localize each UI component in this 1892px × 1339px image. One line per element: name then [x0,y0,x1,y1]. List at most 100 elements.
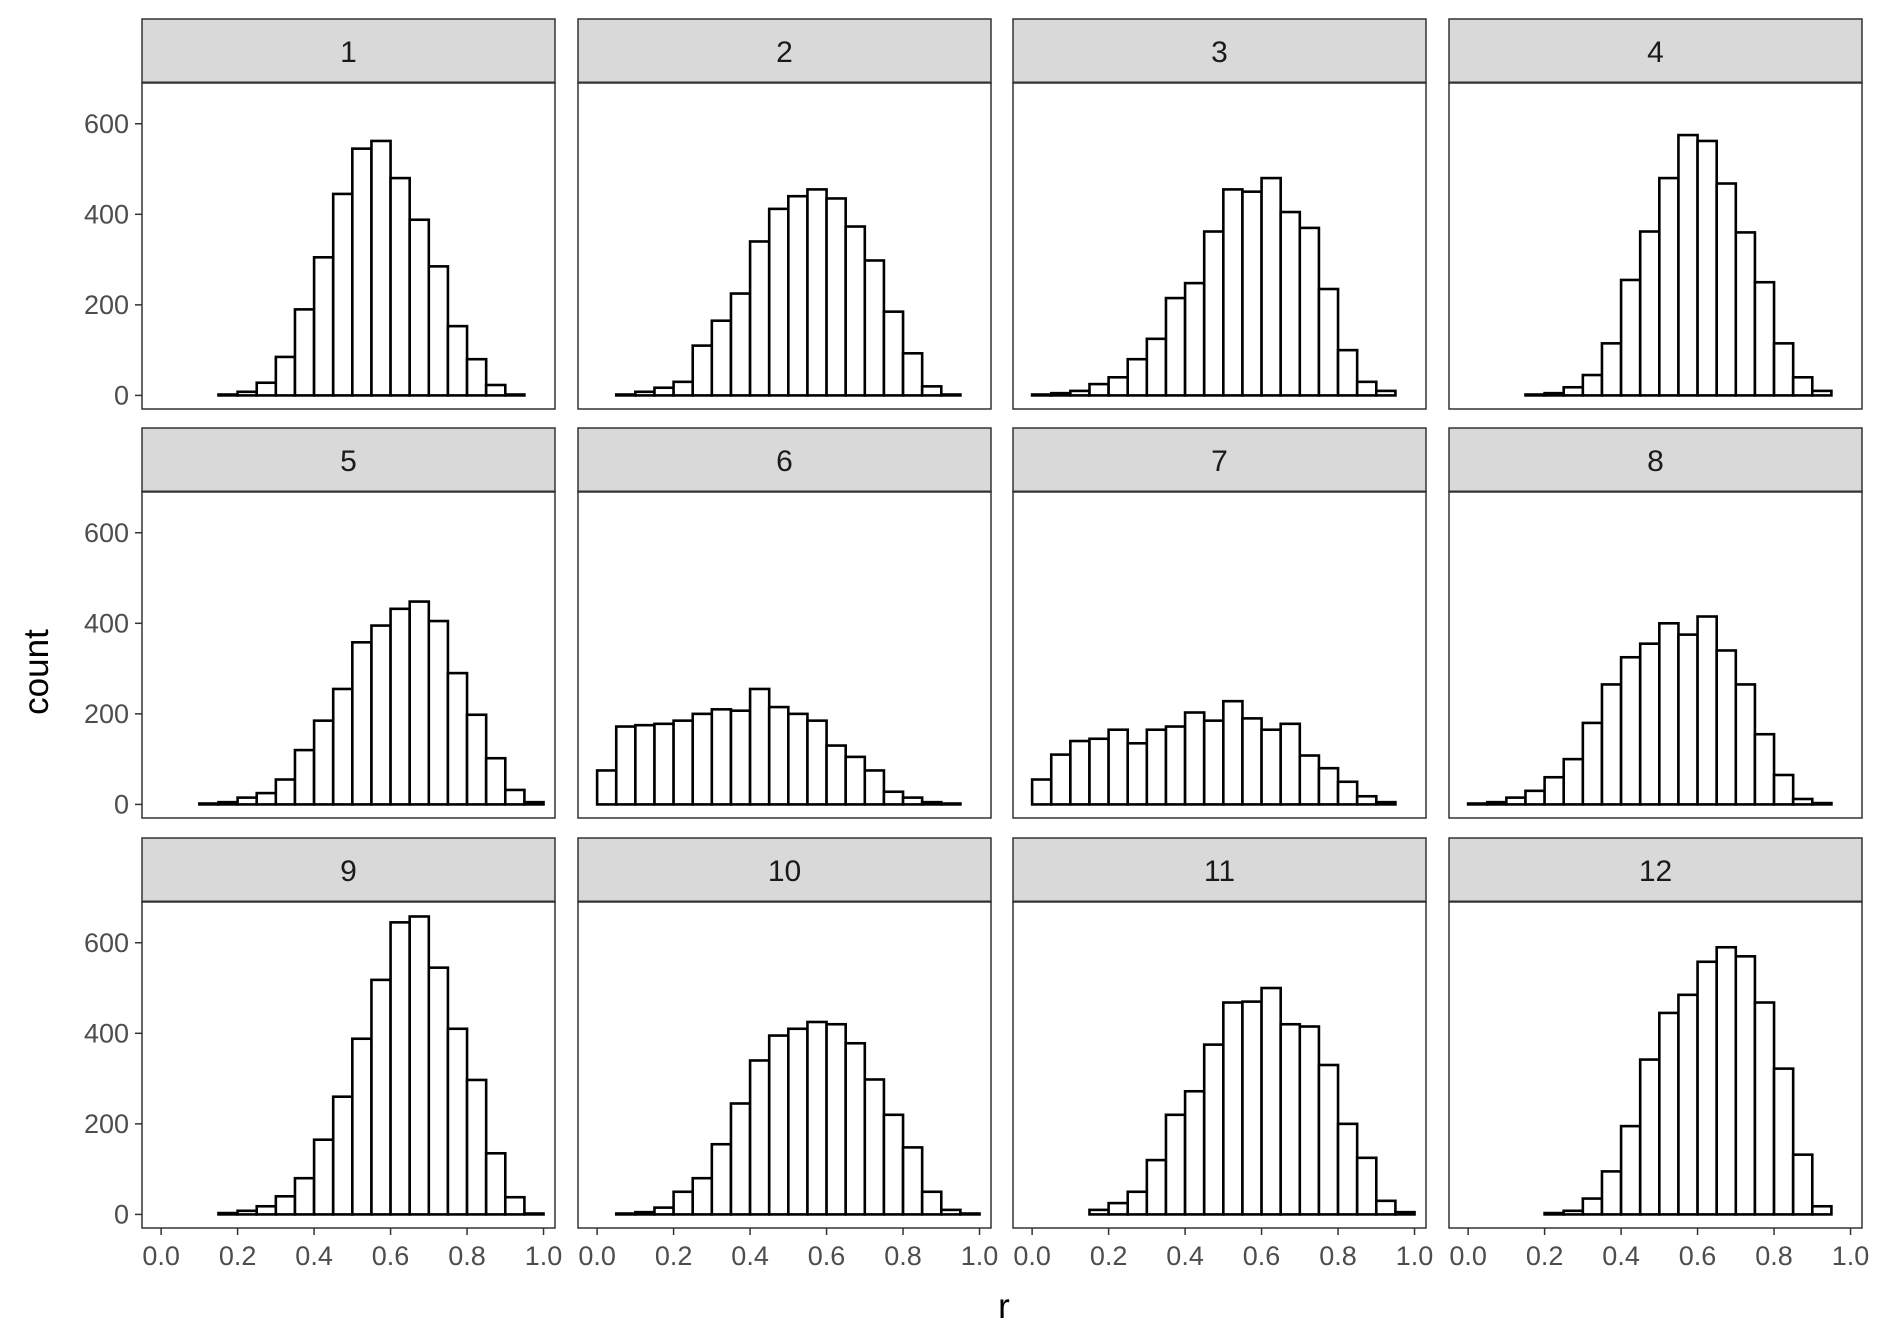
histogram-bar [1734,683,1757,806]
x-tick-label: 0.4 [295,1241,333,1271]
histogram-bar [863,259,886,397]
histogram-bar [427,619,450,806]
y-tick-label: 400 [84,199,129,229]
histogram-bar [1317,1063,1340,1216]
histogram-bar [1543,775,1566,806]
histogram-bar [1145,337,1168,397]
histogram-bar [1772,342,1795,397]
histogram-bar [1658,622,1680,806]
histogram-bar [446,671,469,806]
histogram-bar [1202,1043,1225,1216]
histogram-bar [1753,280,1776,397]
x-tick-label: 0.8 [448,1241,486,1271]
facet-panel-5: 5 0 200 400 600 [84,427,556,819]
histogram-bar [1317,287,1340,397]
facet-strip-1 [141,18,556,84]
histogram-bar [1505,796,1527,806]
histogram-bar [1069,739,1091,806]
histogram-bar [1772,1067,1795,1216]
histogram-bar [1394,1210,1416,1216]
histogram-bar [939,393,962,397]
histogram-bar [389,176,411,397]
facet-panel-11: 11 0.0 0.2 0.4 0.6 0.8 1.0 [1012,837,1433,1271]
histogram-bar [1183,281,1206,397]
histogram-bar [1279,1022,1302,1216]
histogram-bar [1524,393,1546,397]
histogram-bar [1088,737,1110,806]
facet-strip-label: 1 [340,36,357,69]
histogram-bar [1355,380,1378,397]
histogram-bar [920,800,943,806]
histogram-bar [1145,728,1168,806]
histogram-bar [255,381,278,397]
histogram-bar [672,380,695,397]
histogram-bar [748,240,771,397]
y-tick-label: 0 [114,789,129,819]
histogram-bar [1222,188,1244,397]
histogram-bar [882,310,905,397]
histogram-bar [825,744,847,806]
histogram-bar [1126,1190,1149,1216]
histogram-bar [844,1041,867,1216]
histogram-bar [844,225,867,397]
histogram-bar [427,966,450,1216]
histogram-bar [1791,797,1814,806]
histogram-bar [1658,176,1680,397]
histogram-bar [1753,732,1776,806]
histogram-bar [523,800,545,806]
histogram-bar [653,386,675,397]
histogram-bar [1336,780,1359,806]
y-tick-label: 200 [84,290,129,320]
histogram-bar [1543,391,1566,397]
histogram-bar [1524,789,1546,806]
histogram-bar [1374,389,1397,397]
facet-strip-4 [1448,18,1863,84]
histogram-bar [653,1206,675,1216]
histogram-bar [1791,376,1814,397]
histogram-bar [1355,794,1378,806]
histogram-bar [1030,393,1053,397]
histogram-bar [939,802,962,806]
x-tick-label: 0.8 [1755,1241,1793,1271]
facet-strip-label: 10 [768,855,801,888]
histogram-bar [634,390,656,397]
histogram-bar [634,723,656,806]
facet-strip-label: 3 [1211,36,1228,69]
histogram-bar [863,1078,886,1216]
histogram-bar [1336,1122,1359,1216]
histogram-bar [217,800,239,806]
histogram-bar [729,709,752,806]
histogram-bar [370,624,392,806]
facet-strip-3 [1012,18,1427,84]
facet-strip-10 [577,837,992,903]
histogram-bar [427,265,450,397]
histogram-bar [1638,230,1661,397]
histogram-bar [1638,642,1661,806]
histogram-bar [1619,1124,1642,1216]
histogram-bar [1562,1209,1585,1216]
histogram-bar [293,748,316,806]
histogram-bar [1810,389,1833,397]
histogram-bar [806,188,828,397]
histogram-bar [710,708,733,806]
histogram-bar [882,790,905,806]
x-tick-label: 0.6 [372,1241,410,1271]
histogram-bar [767,207,790,397]
facet-strip-11 [1012,837,1427,903]
facet-panel-8: 8 [1448,427,1863,819]
histogram-bar [1696,960,1718,1216]
histogram-bar [1734,955,1757,1216]
histogram-bar [595,769,618,806]
histogram-bar [1485,800,1508,806]
histogram-bar [236,1209,259,1216]
histogram-bar [370,978,392,1216]
x-tick-label: 0.8 [884,1241,922,1271]
histogram-bar [274,355,297,397]
histogram-bar [1810,801,1833,806]
y-tick-label: 600 [84,928,129,958]
histogram-bar [1658,1011,1680,1216]
histogram-bar [1183,711,1206,806]
facet-strip-8 [1448,427,1863,493]
histogram-bar [1260,986,1282,1216]
